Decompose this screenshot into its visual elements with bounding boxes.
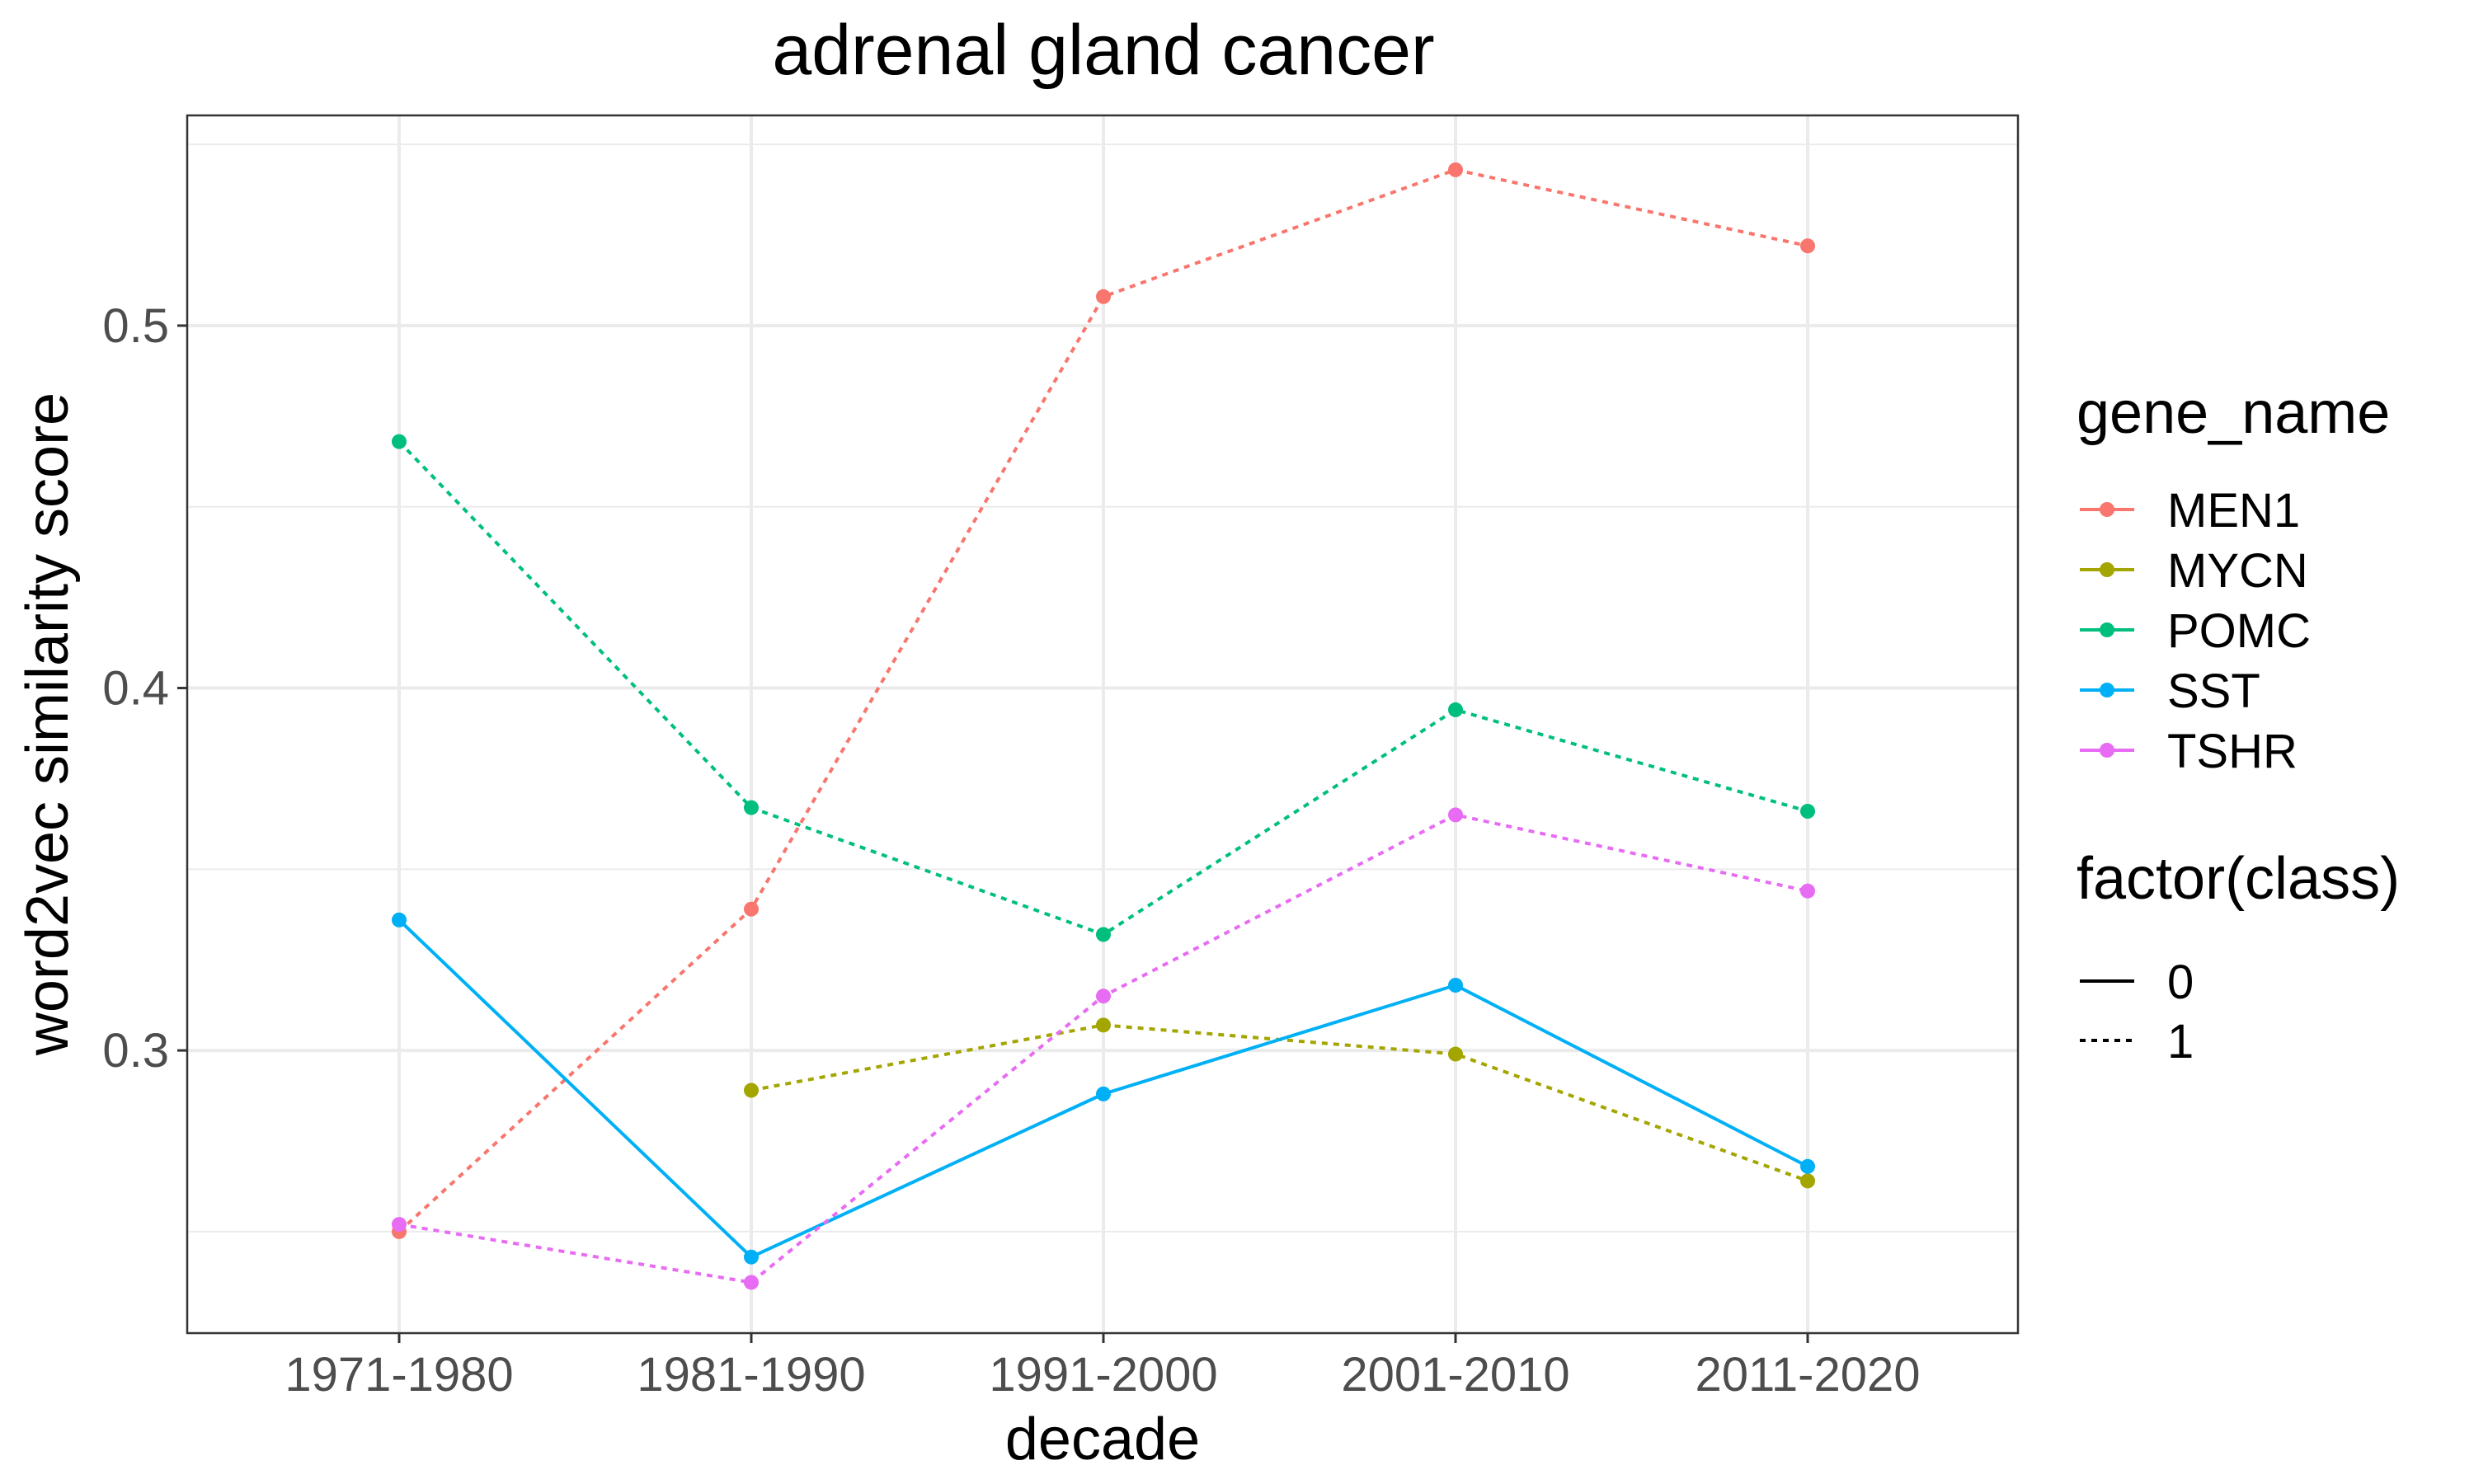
data-point (392, 434, 407, 449)
legend-title-class: factor(class) (2077, 846, 2400, 912)
x-tick-label: 1971-1980 (285, 1348, 513, 1402)
series-lines (392, 162, 1815, 1290)
legend-item: POMC (2080, 604, 2311, 658)
data-point (744, 1275, 759, 1290)
data-point (744, 901, 759, 917)
data-point (1800, 804, 1815, 819)
series-sst (392, 912, 1815, 1265)
data-point (744, 1249, 759, 1265)
data-point (1096, 1017, 1111, 1033)
grid (187, 115, 2018, 1333)
x-tick-label: 1991-2000 (989, 1348, 1217, 1402)
data-point (392, 912, 407, 928)
legend-item: MYCN (2080, 544, 2308, 598)
data-point (1800, 1158, 1815, 1174)
y-tick-label: 0.5 (102, 299, 169, 353)
series-mycn (744, 1017, 1815, 1189)
data-point (1096, 927, 1111, 942)
chart-title: adrenal gland cancer (772, 11, 1434, 90)
legend-item: SST (2080, 665, 2260, 718)
legend-key-point (2100, 683, 2114, 697)
series-tshr (392, 807, 1815, 1290)
data-point (744, 800, 759, 815)
series-pomc (392, 434, 1815, 942)
data-point (1448, 978, 1463, 993)
legend-label: SST (2167, 665, 2260, 718)
data-point (1448, 162, 1463, 177)
legend-key-point (2100, 502, 2114, 517)
legend-item: 0 (2080, 956, 2194, 1009)
legend-key-point (2100, 562, 2114, 577)
data-point (1448, 702, 1463, 717)
data-point (1800, 1173, 1815, 1189)
data-point (1800, 238, 1815, 254)
x-axis-title: decade (1005, 1407, 1200, 1472)
x-tick-label: 2001-2010 (1341, 1348, 1569, 1402)
legend-item: TSHR (2080, 725, 2298, 778)
x-tick-label: 2011-2020 (1695, 1348, 1920, 1402)
legend-label: 1 (2167, 1015, 2194, 1068)
legend-item: MEN1 (2080, 484, 2300, 538)
legend-title-gene-name: gene_name (2077, 380, 2390, 446)
series-line (750, 1023, 1808, 1183)
data-point (392, 1217, 407, 1233)
data-point (1448, 1046, 1463, 1062)
legend-key-point (2100, 622, 2114, 637)
y-axis-title: word2vec similarity score (15, 392, 81, 1056)
axes: 0.3 0.4 0.5 1971-1980 1981-1990 1991-2000 2001… (102, 299, 1920, 1402)
data-point (1448, 807, 1463, 823)
y-tick-label: 0.3 (102, 1024, 169, 1078)
legend-key-point (2100, 743, 2114, 758)
legend-label: MEN1 (2167, 484, 2300, 538)
data-point (1096, 1086, 1111, 1101)
legend-item: 1 (2080, 1015, 2194, 1068)
legend-label: TSHR (2167, 725, 2298, 778)
legend: gene_name MEN1 MYCN POMC SST TSHR factor(class… (2077, 380, 2400, 1068)
series-line (397, 167, 1808, 1233)
legend-label: POMC (2167, 604, 2311, 658)
data-point (1096, 989, 1111, 1004)
legend-label: 0 (2167, 956, 2194, 1009)
data-point (1800, 883, 1815, 899)
legend-label: MYCN (2167, 544, 2308, 598)
data-point (744, 1082, 759, 1098)
x-tick-label: 1981-1990 (637, 1348, 865, 1402)
y-tick-label: 0.4 (102, 662, 169, 716)
data-point (1096, 289, 1111, 304)
